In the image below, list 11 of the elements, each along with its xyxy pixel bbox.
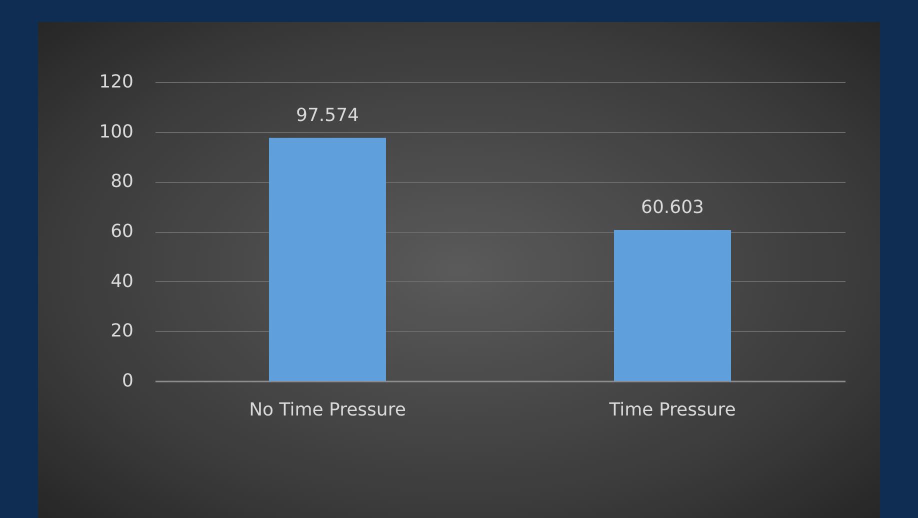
y-tick-label: 80: [110, 171, 134, 192]
data-label: 60.603: [641, 197, 704, 218]
y-tick-label: 100: [99, 121, 134, 142]
y-tick-label: 0: [122, 370, 134, 392]
y-tick-label: 60: [110, 221, 134, 242]
y-tick-label: 40: [110, 270, 134, 292]
y-tick-label: 20: [110, 320, 134, 342]
x-tick-label: Time Pressure: [608, 400, 736, 420]
y-tick-label: 120: [99, 72, 134, 92]
data-label: 97.574: [296, 104, 359, 126]
x-tick-label: No Time Pressure: [249, 400, 406, 420]
